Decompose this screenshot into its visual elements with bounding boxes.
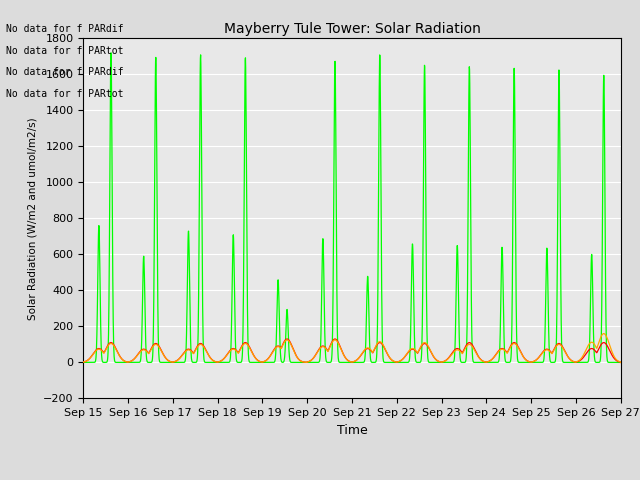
X-axis label: Time: Time bbox=[337, 424, 367, 437]
Title: Mayberry Tule Tower: Solar Radiation: Mayberry Tule Tower: Solar Radiation bbox=[223, 22, 481, 36]
Text: No data for f PARtot: No data for f PARtot bbox=[6, 46, 124, 56]
Text: No data for f PARdif: No data for f PARdif bbox=[6, 67, 124, 77]
Text: No data for f PARtot: No data for f PARtot bbox=[6, 89, 124, 99]
Y-axis label: Solar Radiation (W/m2 and umol/m2/s): Solar Radiation (W/m2 and umol/m2/s) bbox=[28, 117, 37, 320]
Text: No data for f PARdif: No data for f PARdif bbox=[6, 24, 124, 34]
